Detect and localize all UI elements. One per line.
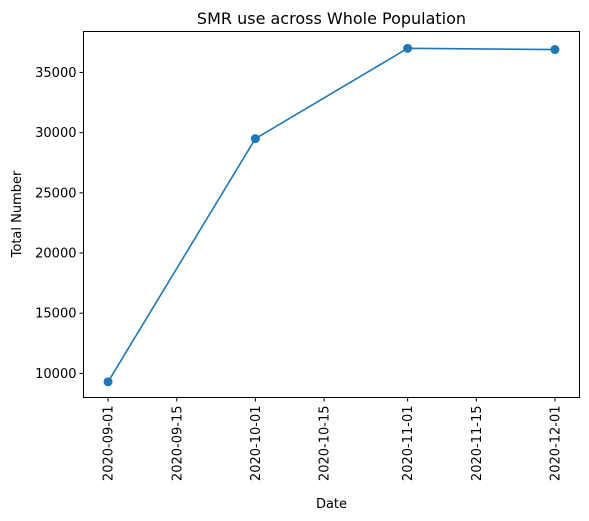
data-point (250, 134, 260, 144)
y-axis: 10000 15000 20000 25000 30000 35000 (35, 66, 84, 382)
series-layer (103, 43, 560, 387)
x-axis-label: Date (316, 497, 347, 512)
data-point (103, 377, 113, 387)
y-tick-label: 35000 (35, 66, 76, 81)
x-axis: 2020-09-01 2020-09-15 2020-10-01 2020-10-15… (102, 397, 563, 482)
data-point (403, 43, 413, 53)
x-tick-label: 2020-11-15 (470, 406, 485, 482)
x-tick-label: 2020-10-01 (249, 406, 264, 482)
x-tick-label: 2020-09-15 (170, 406, 185, 482)
y-tick-label: 15000 (35, 307, 76, 322)
x-tick-label: 2020-11-01 (401, 406, 416, 482)
data-point (550, 45, 560, 55)
y-axis-label: Total Number (10, 170, 25, 258)
x-tick-label: 2020-09-01 (102, 406, 117, 482)
plot-frame (83, 31, 580, 398)
x-tick-label: 2020-12-01 (548, 406, 563, 482)
x-tick-label: 2020-10-15 (318, 406, 333, 482)
y-tick-label: 30000 (35, 126, 76, 141)
y-tick-label: 25000 (35, 186, 76, 201)
series-line (107, 47, 555, 383)
chart-title: SMR use across Whole Population (197, 9, 466, 28)
y-tick-label: 20000 (35, 247, 76, 262)
y-tick-label: 10000 (35, 367, 76, 382)
